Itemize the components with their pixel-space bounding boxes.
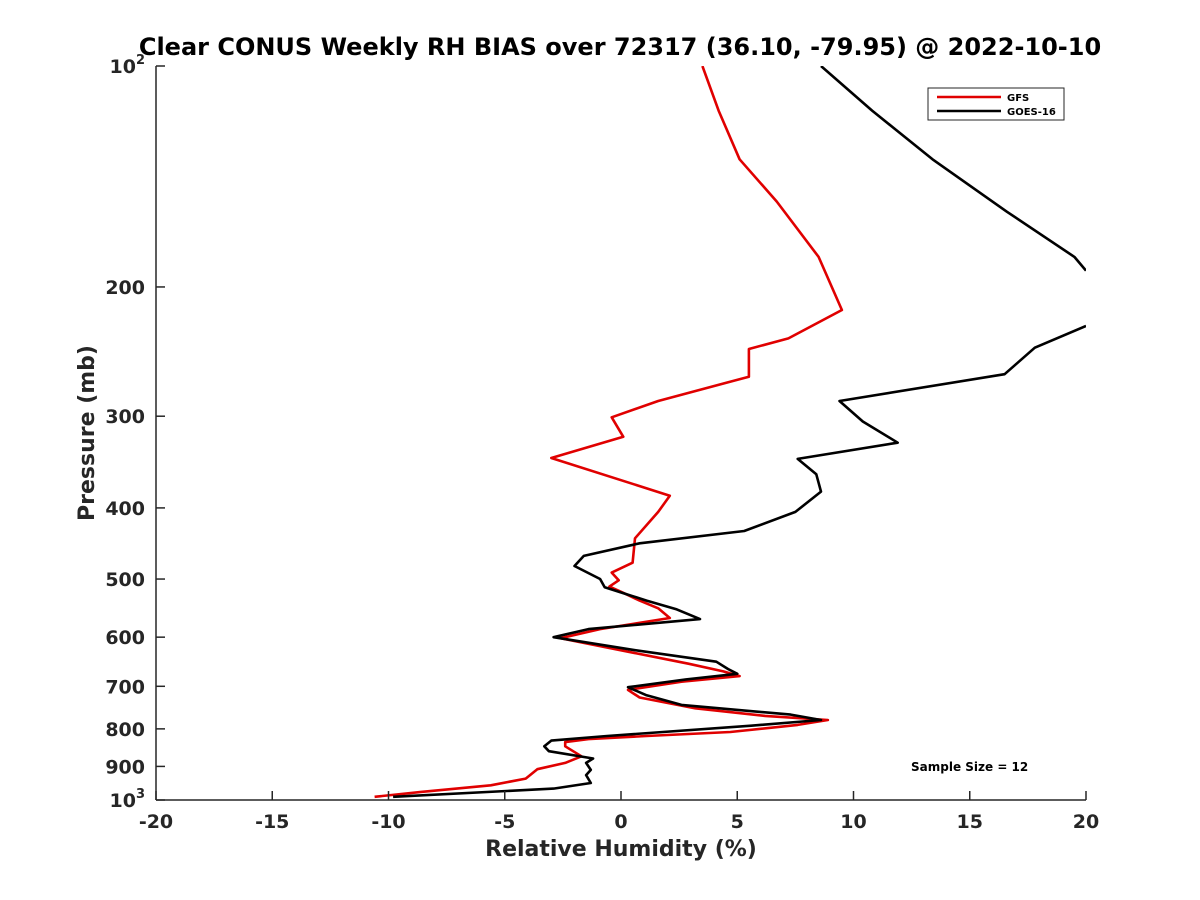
x-tick-label: -10 (371, 811, 405, 833)
y-tick-label: 102 (110, 53, 146, 78)
y-tick-label: 200 (105, 277, 145, 299)
y-tick-label: 400 (105, 498, 145, 520)
x-tick-label: 10 (840, 811, 866, 833)
y-tick-label-exponent: 2 (136, 53, 145, 68)
legend-label-gfs: GFS (1007, 93, 1029, 104)
y-tick-label: 103 (110, 787, 146, 812)
y-axis-label: Pressure (mb) (75, 345, 100, 521)
y-tick-label-exponent: 3 (136, 787, 145, 802)
y-tick-label-base: 500 (105, 569, 145, 591)
y-tick-label-base: 600 (105, 627, 145, 649)
y-tick-label-base: 300 (105, 406, 145, 428)
sample-size-annotation: Sample Size = 12 (911, 760, 1028, 774)
y-tick-label: 800 (105, 719, 145, 741)
legend-label-goes16: GOES-16 (1007, 107, 1056, 118)
series-line-gfs (374, 66, 844, 799)
y-tick-label: 500 (105, 569, 145, 591)
y-tick-label: 600 (105, 627, 145, 649)
y-tick-label-base: 900 (105, 756, 145, 778)
series-line-goes-16 (393, 66, 1086, 799)
y-tick-label-base: 700 (105, 676, 145, 698)
plot-area (155, 66, 1086, 801)
x-tick-label: -15 (255, 811, 289, 833)
y-tick-label: 700 (105, 676, 145, 698)
y-tick-label: 900 (105, 756, 145, 778)
legend-box (927, 87, 1065, 121)
legend: GFS GOES-16 (927, 87, 1065, 121)
x-tick-label: 0 (614, 811, 627, 833)
x-tick-label: 20 (1073, 811, 1099, 833)
x-axis-label: Relative Humidity (%) (485, 837, 757, 862)
x-tick-label: 15 (957, 811, 983, 833)
x-axis-ticks: -20 -15 -10 -5 0 5 10 15 20 (139, 791, 1099, 833)
y-tick-label-base: 10 (110, 790, 136, 812)
y-tick-label-base: 10 (110, 56, 136, 78)
x-tick-label: -20 (139, 811, 173, 833)
y-tick-label-base: 200 (105, 277, 145, 299)
x-tick-label: 5 (731, 811, 744, 833)
y-tick-label-base: 400 (105, 498, 145, 520)
chart-title: Clear CONUS Weekly RH BIAS over 72317 (3… (139, 33, 1101, 61)
y-tick-label-base: 800 (105, 719, 145, 741)
x-tick-label: -5 (494, 811, 515, 833)
series-layer (374, 66, 1086, 799)
y-tick-label: 300 (105, 406, 145, 428)
